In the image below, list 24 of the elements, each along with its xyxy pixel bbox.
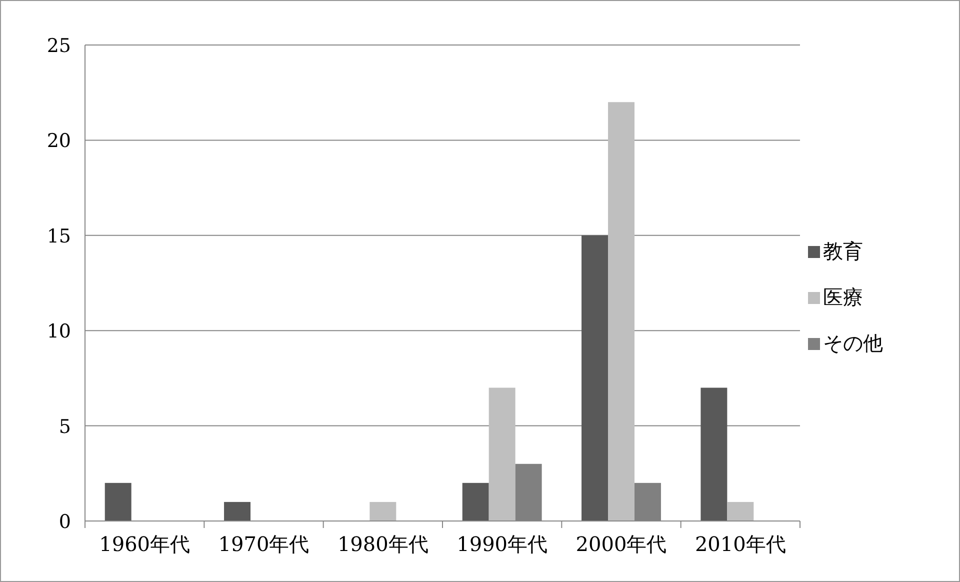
y-tick-label: 0: [58, 511, 71, 533]
bar: [727, 502, 754, 521]
x-tick-label: 2010年代: [694, 532, 786, 556]
bar: [104, 482, 132, 521]
legend-label: 教育: [823, 239, 863, 263]
bar: [700, 388, 728, 521]
legend-label: 医療: [823, 285, 863, 309]
legend-label: その他: [823, 331, 883, 355]
x-tick-label: 1980年代: [337, 532, 428, 556]
y-tick-label: 15: [46, 225, 71, 248]
bar: [582, 235, 608, 521]
bar: [370, 502, 396, 521]
bar: [462, 482, 489, 521]
y-tick-label: 25: [46, 35, 71, 57]
bar: [224, 502, 251, 521]
y-tick-label: 5: [58, 416, 71, 438]
x-tick-label: 1990年代: [456, 532, 548, 556]
x-tick-label: 2000年代: [576, 532, 667, 556]
x-tick-label: 1970年代: [218, 532, 310, 556]
x-tick-label: 1960年代: [99, 532, 190, 556]
bar: [608, 102, 634, 521]
y-tick-label: 10: [46, 320, 71, 343]
y-tick-label: 20: [46, 130, 71, 152]
bar: [488, 388, 516, 521]
